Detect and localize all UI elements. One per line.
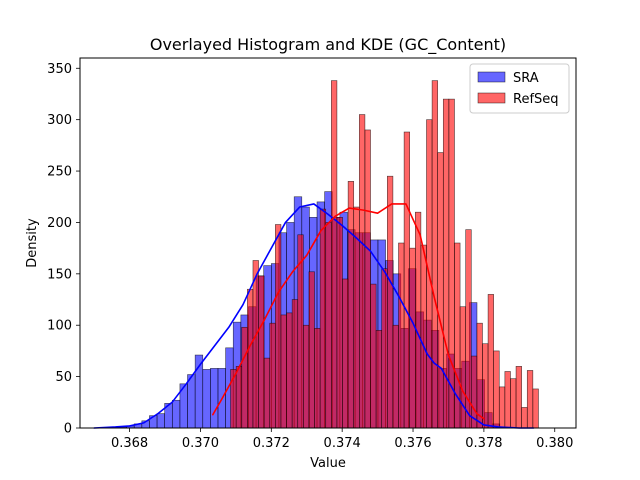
y-axis: 0 50 100 150 200 250 300 350 xyxy=(47,62,80,437)
sra-bar xyxy=(171,399,181,429)
y-tick-label: 50 xyxy=(55,370,72,385)
sra-bar xyxy=(187,374,196,429)
refseq-kde-line xyxy=(212,203,485,420)
refseq-bar xyxy=(347,181,355,429)
refseq-bar xyxy=(241,326,248,429)
refseq-bar xyxy=(532,388,539,429)
refseq-bar xyxy=(482,343,489,429)
sra-kde-line xyxy=(93,203,535,429)
legend: SRA RefSeq xyxy=(469,63,570,114)
refseq-bar xyxy=(420,244,427,429)
refseq-bar xyxy=(308,271,315,429)
refseq-bar xyxy=(275,224,282,429)
refseq-bar xyxy=(515,366,522,429)
refseq-bar xyxy=(252,260,259,429)
plot-frame xyxy=(79,57,577,429)
refseq-bar xyxy=(381,268,388,429)
refseq-bar xyxy=(409,247,416,429)
refseq-bar xyxy=(510,378,517,429)
y-tick-label: 200 xyxy=(47,216,72,231)
refseq-bar xyxy=(364,129,371,429)
x-tick-label: 0.380 xyxy=(536,436,573,451)
x-tick-label: 0.378 xyxy=(465,436,502,451)
x-tick-label: 0.368 xyxy=(111,436,148,451)
x-tick-label: 0.376 xyxy=(394,436,431,451)
refseq-bar xyxy=(247,288,254,429)
sra-bar xyxy=(156,413,165,429)
refseq-bar xyxy=(493,350,500,429)
refseq-bar xyxy=(398,242,405,429)
refseq-bar xyxy=(342,278,349,429)
refseq-bar xyxy=(403,131,411,429)
kde-curves xyxy=(93,203,535,429)
refseq-bar xyxy=(387,175,394,429)
refseq-bar xyxy=(526,370,534,429)
refseq-bar xyxy=(431,80,438,429)
refseq-bar xyxy=(319,208,327,429)
sra-legend-label: SRA xyxy=(513,71,539,86)
y-tick-label: 0 xyxy=(64,422,72,437)
chart-title: Overlayed Histogram and KDE (GC_Content) xyxy=(150,35,506,55)
refseq-bar xyxy=(370,283,377,429)
refseq-bar xyxy=(269,322,276,429)
refseq-bar xyxy=(258,275,265,429)
refseq-bar xyxy=(280,314,287,429)
refseq-bar xyxy=(504,371,511,429)
refseq-bar xyxy=(442,98,450,429)
refseq-bar xyxy=(325,222,332,429)
refseq-bar xyxy=(392,324,399,429)
refseq-bar xyxy=(263,357,271,429)
refseq-bar xyxy=(448,98,455,429)
y-tick-label: 350 xyxy=(47,62,72,77)
sra-bar xyxy=(202,369,211,429)
refseq-bar xyxy=(498,386,506,429)
y-tick-label: 100 xyxy=(47,319,72,334)
refseq-bar xyxy=(291,299,299,429)
refseq-legend-label: RefSeq xyxy=(513,92,559,107)
refseq-bar xyxy=(459,306,466,429)
refseq-bar xyxy=(521,407,528,429)
refseq-bar xyxy=(375,330,383,429)
refseq-bar xyxy=(331,80,338,429)
sra-legend-swatch xyxy=(477,71,506,83)
refseq-bar xyxy=(476,322,483,429)
y-tick-label: 250 xyxy=(47,165,72,180)
y-tick-label: 300 xyxy=(47,113,72,128)
sra-bar xyxy=(210,368,219,429)
x-axis-label: Value xyxy=(310,456,346,471)
refseq-bar xyxy=(336,217,343,429)
refseq-bar xyxy=(359,114,366,429)
x-tick-label: 0.374 xyxy=(324,436,361,451)
refseq-bar xyxy=(303,324,310,429)
refseq-bar xyxy=(487,294,494,429)
x-tick-label: 0.372 xyxy=(253,436,290,451)
y-axis-label: Density xyxy=(25,218,40,268)
refseq-bar xyxy=(437,152,444,429)
refseq-bar xyxy=(414,211,422,429)
y-tick-label: 150 xyxy=(47,267,72,282)
refseq-bar xyxy=(286,312,293,429)
refseq-bar xyxy=(235,366,243,429)
refseq-bar xyxy=(314,328,321,429)
x-tick-label: 0.370 xyxy=(182,436,219,451)
x-axis: 0.368 0.370 0.372 0.374 0.376 0.378 0.380 xyxy=(111,428,573,451)
refseq-legend-swatch xyxy=(477,92,506,104)
